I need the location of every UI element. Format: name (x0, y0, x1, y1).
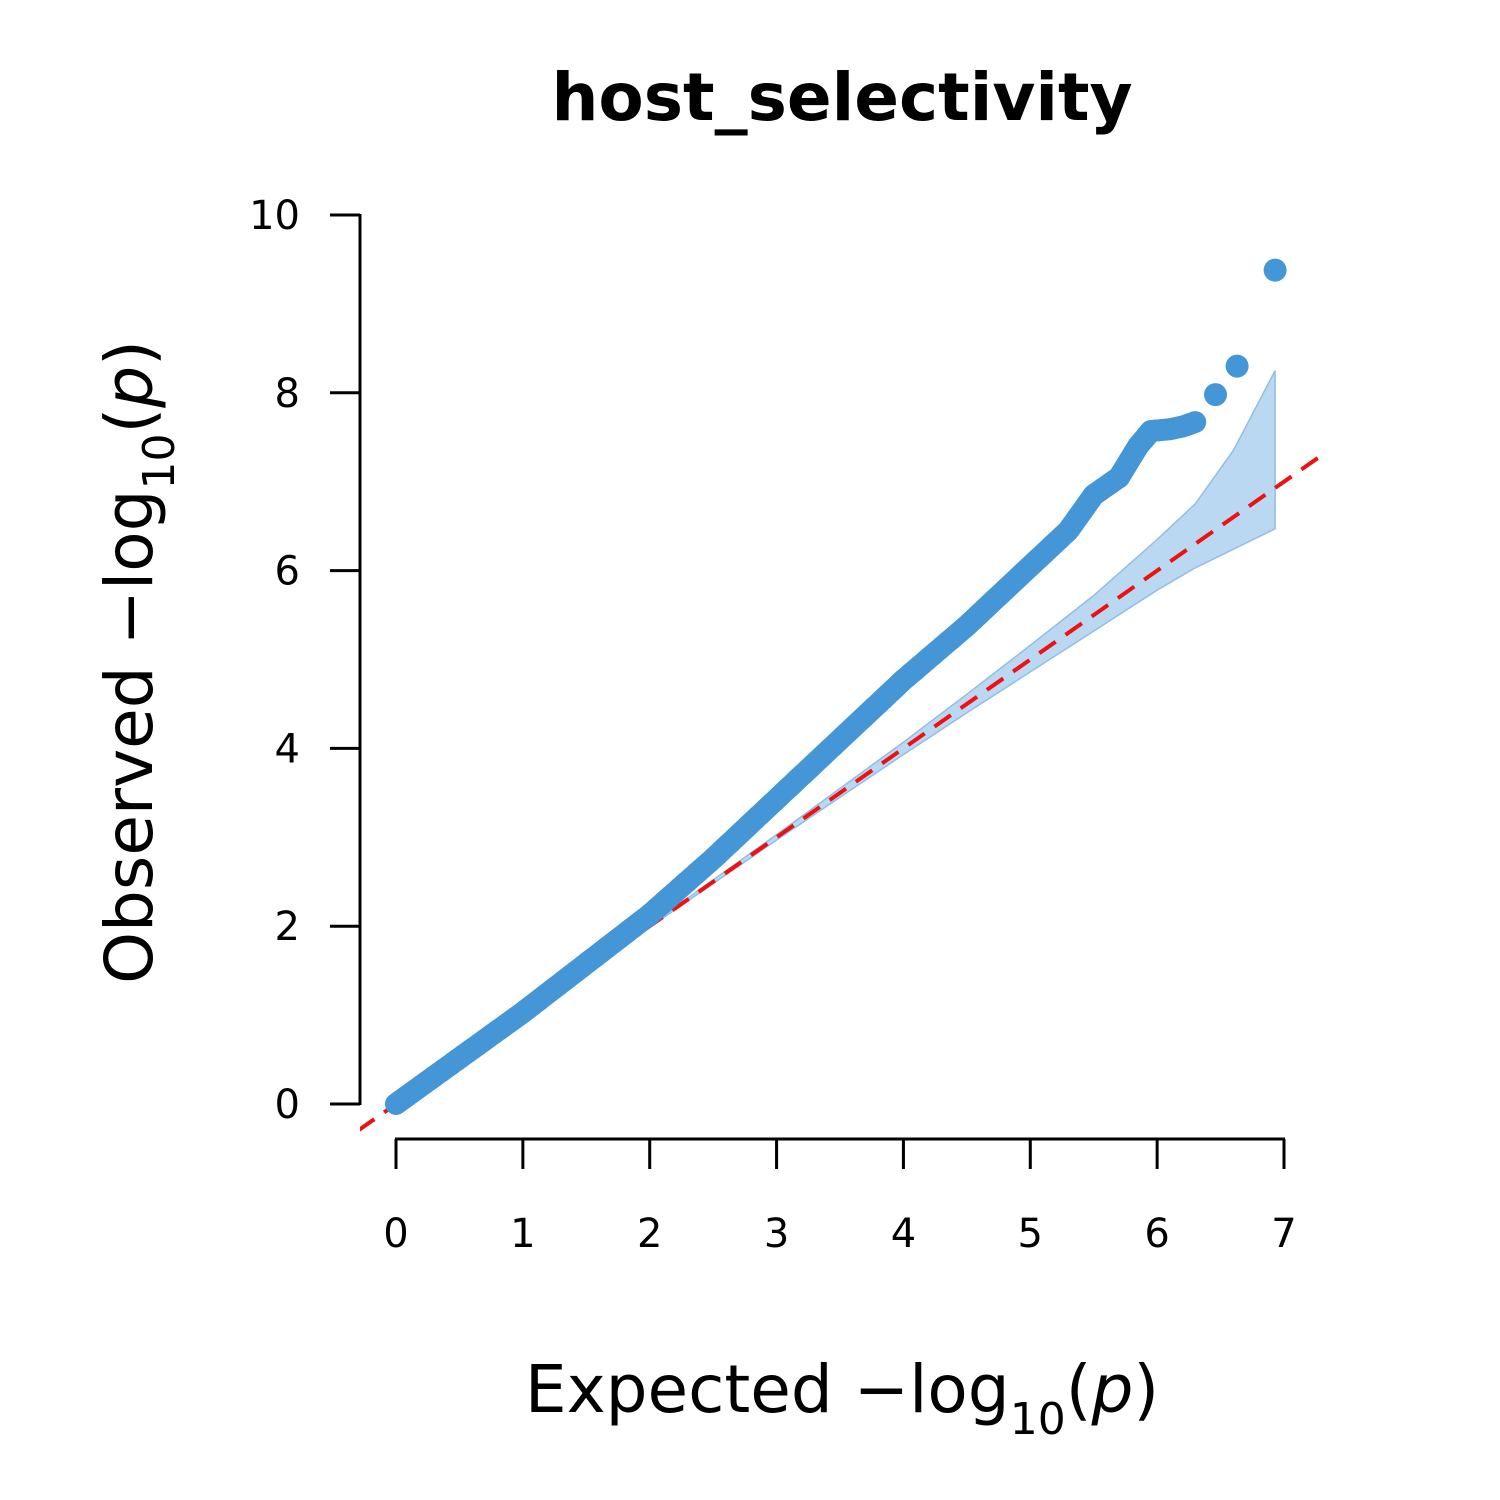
y-axis-label: Observed −log10(p) (91, 340, 185, 984)
x-tick-label: 4 (891, 1211, 916, 1257)
y-tick-label: 6 (275, 549, 300, 595)
x-axis: 0 1 2 3 4 5 6 7 (383, 1137, 1297, 1257)
chart-title: host_selectivity (551, 59, 1132, 136)
x-tick-label: 0 (383, 1211, 408, 1257)
x-axis-label-subscript: 10 (1010, 1394, 1066, 1445)
points-layer (385, 258, 1287, 1115)
y-tick-label: 2 (275, 904, 300, 950)
x-axis-label: Expected −log10(p) (525, 1351, 1159, 1445)
x-axis-label-prefix: Expected −log (525, 1351, 1010, 1428)
x-tick-label: 1 (510, 1211, 535, 1257)
y-axis-label-close: ) (91, 340, 168, 366)
x-tick-label: 7 (1271, 1211, 1296, 1257)
y-axis-label-var: p (91, 366, 168, 409)
data-point (1263, 258, 1287, 282)
data-point (1184, 411, 1207, 434)
y-tick-label: 0 (275, 1082, 300, 1128)
x-tick-label: 6 (1144, 1211, 1169, 1257)
y-tick-label: 10 (249, 193, 300, 239)
confidence-band (648, 370, 1276, 929)
x-axis-label-open: ( (1066, 1351, 1092, 1428)
x-axis-label-var: p (1090, 1351, 1133, 1428)
confidence-band-layer (648, 370, 1276, 929)
y-axis: 0 2 4 6 8 10 (249, 193, 362, 1128)
y-tick-label: 8 (275, 371, 300, 417)
x-tick-label: 3 (764, 1211, 789, 1257)
x-tick-label: 2 (637, 1211, 662, 1257)
data-point (1204, 383, 1227, 407)
y-axis-label-subscript: 10 (134, 433, 185, 489)
x-axis-label-close: ) (1133, 1351, 1159, 1428)
y-axis-label-prefix: Observed −log (91, 489, 168, 983)
x-tick-label: 5 (1018, 1211, 1043, 1257)
y-axis-label-open: ( (91, 408, 168, 434)
y-tick-label: 4 (275, 726, 300, 772)
data-point (1225, 354, 1249, 378)
